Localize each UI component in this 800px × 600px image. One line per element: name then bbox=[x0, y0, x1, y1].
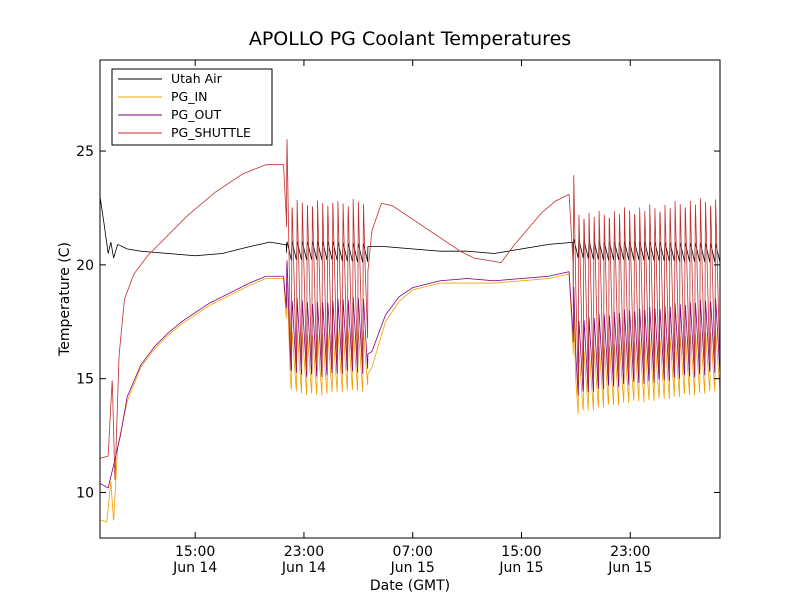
x-tick-label-time-2: 07:00 bbox=[393, 544, 433, 560]
x-tick-label-date-1: Jun 14 bbox=[281, 560, 326, 576]
x-tick-label-date-0: Jun 14 bbox=[172, 560, 217, 576]
x-tick-label-time-3: 15:00 bbox=[501, 544, 541, 560]
y-tick-label-1: 15 bbox=[76, 372, 94, 388]
series-line-pg-out bbox=[99, 260, 721, 489]
series-line-utah-air bbox=[99, 196, 721, 263]
legend-box bbox=[111, 68, 273, 146]
legend-label-pg-out: PG_OUT bbox=[171, 107, 221, 122]
series-layer bbox=[99, 139, 721, 523]
y-tick-label-0: 10 bbox=[76, 485, 94, 501]
x-tick-label-date-2: Jun 15 bbox=[390, 560, 435, 576]
x-tick-label-date-3: Jun 15 bbox=[498, 560, 543, 576]
x-axis-label: Date (GMT) bbox=[370, 578, 450, 594]
x-tick-label-time-0: 15:00 bbox=[175, 544, 215, 560]
y-tick-label-3: 25 bbox=[76, 144, 94, 160]
legend: Utah Air PG_IN PG_OUT PG_SHUTTLE bbox=[111, 68, 273, 146]
y-axis-label: Temperature (C) bbox=[57, 242, 73, 357]
legend-label-pg-shuttle: PG_SHUTTLE bbox=[171, 125, 251, 140]
chart-title: APOLLO PG Coolant Temperatures bbox=[249, 28, 571, 50]
legend-label-utah-air: Utah Air bbox=[171, 71, 223, 86]
x-tick-label-date-4: Jun 15 bbox=[607, 560, 652, 576]
y-tick-label-2: 20 bbox=[76, 258, 94, 274]
series-line-pg-shuttle bbox=[99, 139, 721, 481]
legend-label-pg-in: PG_IN bbox=[171, 89, 208, 104]
plot-frame bbox=[99, 59, 721, 539]
series-line-pg-in bbox=[99, 273, 721, 523]
x-tick-label-time-1: 23:00 bbox=[284, 544, 324, 560]
x-tick-label-time-4: 23:00 bbox=[610, 544, 650, 560]
